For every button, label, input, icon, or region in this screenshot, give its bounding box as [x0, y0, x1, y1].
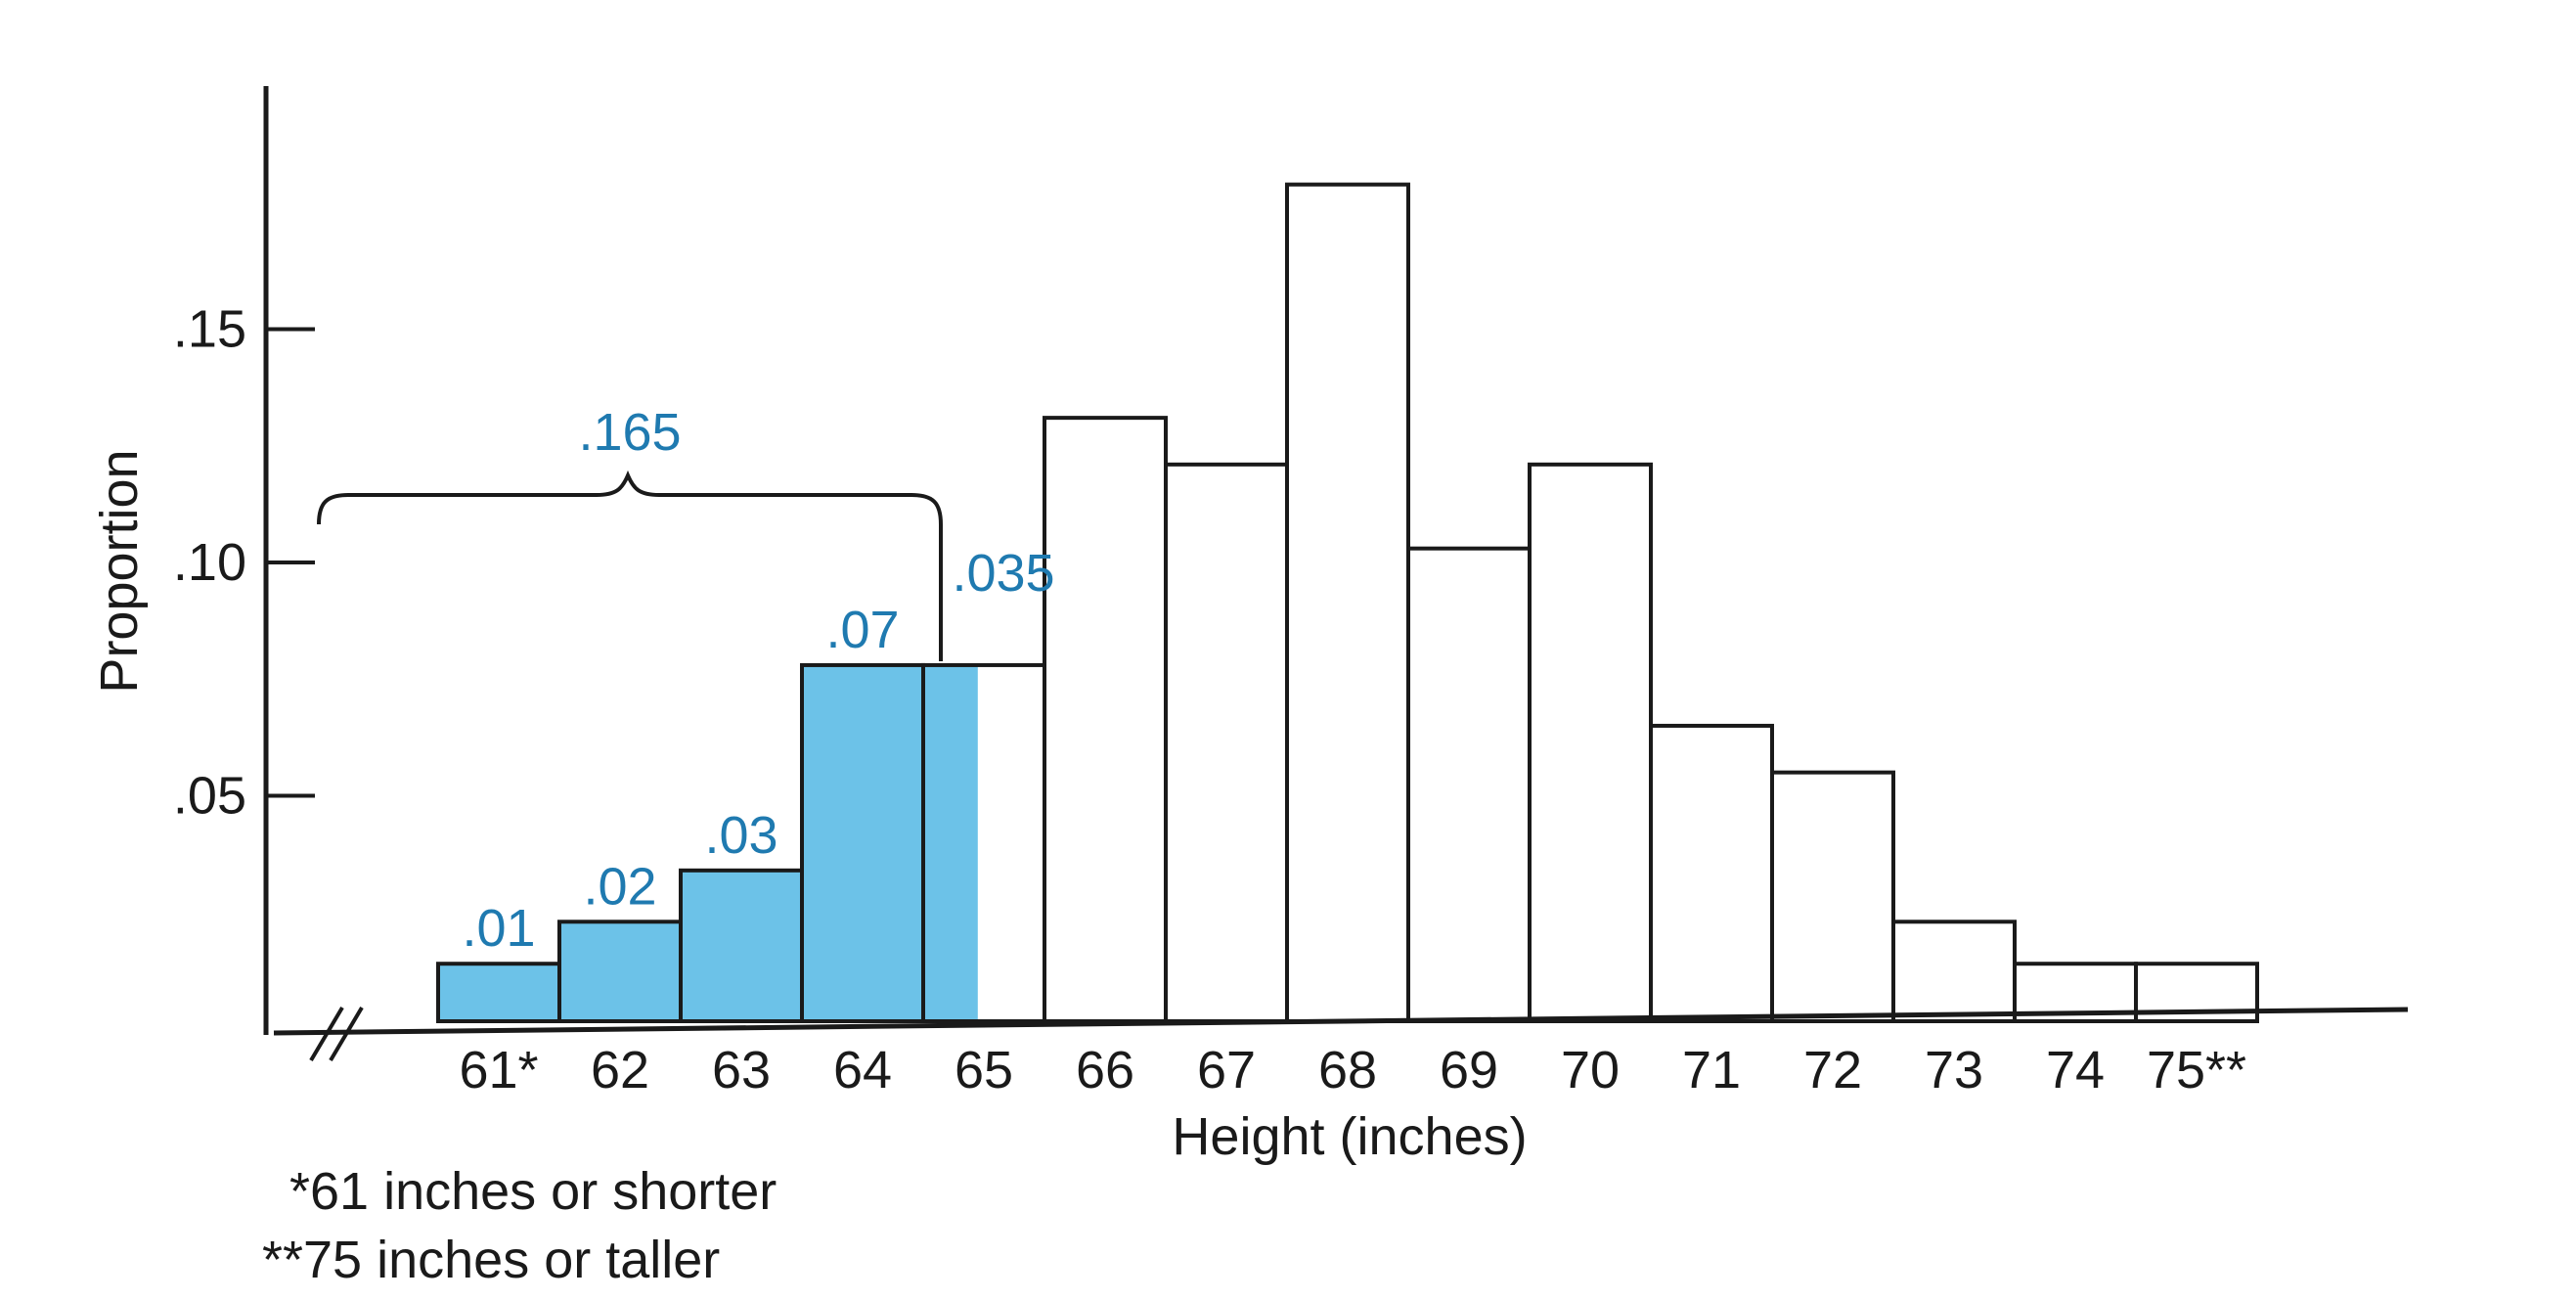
- y-tick-label-1: .10: [173, 533, 246, 592]
- x-tick-label-64: 64: [833, 1041, 892, 1099]
- x-tick-label-66: 66: [1076, 1041, 1134, 1099]
- y-tick-label-0: .05: [173, 767, 246, 826]
- bar-68: [1285, 182, 1410, 1023]
- bar-shade-61: [438, 964, 559, 1021]
- x-tick-label-75: 75**: [2147, 1041, 2246, 1099]
- x-tick-label-69: 69: [1440, 1041, 1498, 1099]
- bar-73: [1891, 920, 2017, 1023]
- bar-annotation-63: .03: [704, 806, 777, 865]
- footnote-2: **75 inches or taller: [262, 1231, 720, 1289]
- x-tick-label-73: 73: [1925, 1041, 1983, 1099]
- x-tick-label-71: 71: [1682, 1041, 1741, 1099]
- x-tick-label-62: 62: [591, 1041, 649, 1099]
- x-axis-title: Height (inches): [1172, 1107, 1527, 1166]
- x-tick-label-65: 65: [955, 1041, 1013, 1099]
- x-tick-label-63: 63: [712, 1041, 771, 1099]
- bar-annotation-61: .01: [462, 899, 535, 958]
- x-axis-line: [273, 1007, 2409, 1036]
- bar-67: [1164, 462, 1289, 1023]
- y-axis-title: Proportion: [90, 449, 149, 693]
- annotations-group: .01 .02 .03 .07 .035: [317, 470, 1055, 958]
- bar-annotation-65: .035: [952, 544, 1054, 603]
- bar-annotation-62: .02: [583, 857, 656, 916]
- bar-66: [1043, 416, 1168, 1023]
- x-tick-label-68: 68: [1318, 1041, 1377, 1099]
- x-tick-label-67: 67: [1197, 1041, 1256, 1099]
- x-tick-label-72: 72: [1803, 1041, 1862, 1099]
- bar-shade-65: [923, 664, 978, 1021]
- bar-shade-64: [802, 664, 923, 1021]
- bar-70: [1528, 462, 1653, 1023]
- x-tick-label-74: 74: [2046, 1041, 2105, 1099]
- brace-annotation-shape: [317, 470, 943, 661]
- x-tick-label-70: 70: [1561, 1041, 1620, 1099]
- bar-69: [1406, 546, 1532, 1023]
- bar-72: [1770, 770, 1895, 1024]
- y-ticks-group: .05 .10 .15: [173, 300, 315, 826]
- bar-71: [1649, 723, 1774, 1023]
- axis-break-mark: [309, 1006, 364, 1062]
- x-tick-label-61: 61*: [459, 1041, 538, 1099]
- bars-group: [436, 182, 2259, 1024]
- bar-annotation-64: .07: [825, 601, 899, 659]
- x-labels-group: 61* 62 63 64 65 66 67 68 69 70 71 72 73 74 75**: [459, 1041, 2246, 1099]
- brace-label: .165: [578, 403, 681, 462]
- bar-shade-62: [559, 921, 681, 1021]
- footnote-1: *61 inches or shorter: [289, 1162, 777, 1221]
- bar-75: [2134, 962, 2259, 1023]
- bar-shade-63: [681, 870, 802, 1021]
- y-tick-label-2: .15: [173, 300, 246, 359]
